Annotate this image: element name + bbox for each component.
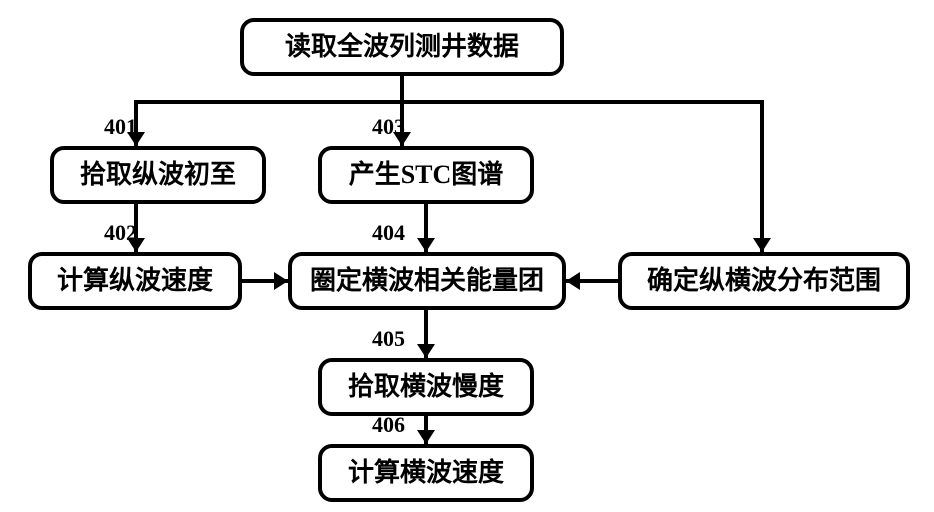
arrowhead-404-to-405: [417, 344, 435, 358]
node-label: 计算纵波速度: [57, 267, 213, 296]
node-calc-s-wave-velocity: 计算横波速度: [318, 444, 534, 502]
node-generate-stc-spectrum: 产生STC图谱: [318, 146, 534, 204]
step-number-406: 406: [372, 412, 405, 438]
step-number-402: 402: [104, 220, 137, 246]
node-label: 读取全波列测井数据: [285, 33, 519, 62]
step-number-403: 403: [372, 114, 405, 140]
step-number-401: 401: [104, 114, 137, 140]
flowchart-canvas: 读取全波列测井数据 401 拾取纵波初至 402 计算纵波速度 403 产生ST…: [0, 0, 934, 512]
node-label: 拾取横波慢度: [348, 373, 504, 402]
arrowhead-top-to-right: [753, 238, 771, 252]
node-determine-p-s-wave-distribution-range: 确定纵横波分布范围: [618, 252, 910, 310]
arrowhead-405-to-406: [417, 430, 435, 444]
step-number-405: 405: [372, 326, 405, 352]
node-calc-p-wave-velocity: 计算纵波速度: [28, 252, 242, 310]
arrowhead-402-to-404: [274, 272, 288, 290]
node-label: 产生STC图谱: [349, 161, 504, 190]
node-label: 拾取纵波初至: [80, 161, 236, 190]
edge-top-to-401: [136, 76, 402, 146]
arrowhead-403-to-404: [417, 238, 435, 252]
arrowhead-right-to-404: [566, 272, 580, 290]
node-label: 确定纵横波分布范围: [647, 267, 881, 296]
node-delineate-s-wave-energy-cluster: 圈定横波相关能量团: [288, 252, 566, 310]
step-number-404: 404: [372, 220, 405, 246]
node-pick-s-wave-slowness: 拾取横波慢度: [318, 358, 534, 416]
node-label: 圈定横波相关能量团: [310, 267, 544, 296]
node-pick-p-wave-first-arrival: 拾取纵波初至: [50, 146, 266, 204]
node-read-full-wave-data: 读取全波列测井数据: [240, 18, 564, 76]
node-label: 计算横波速度: [348, 459, 504, 488]
